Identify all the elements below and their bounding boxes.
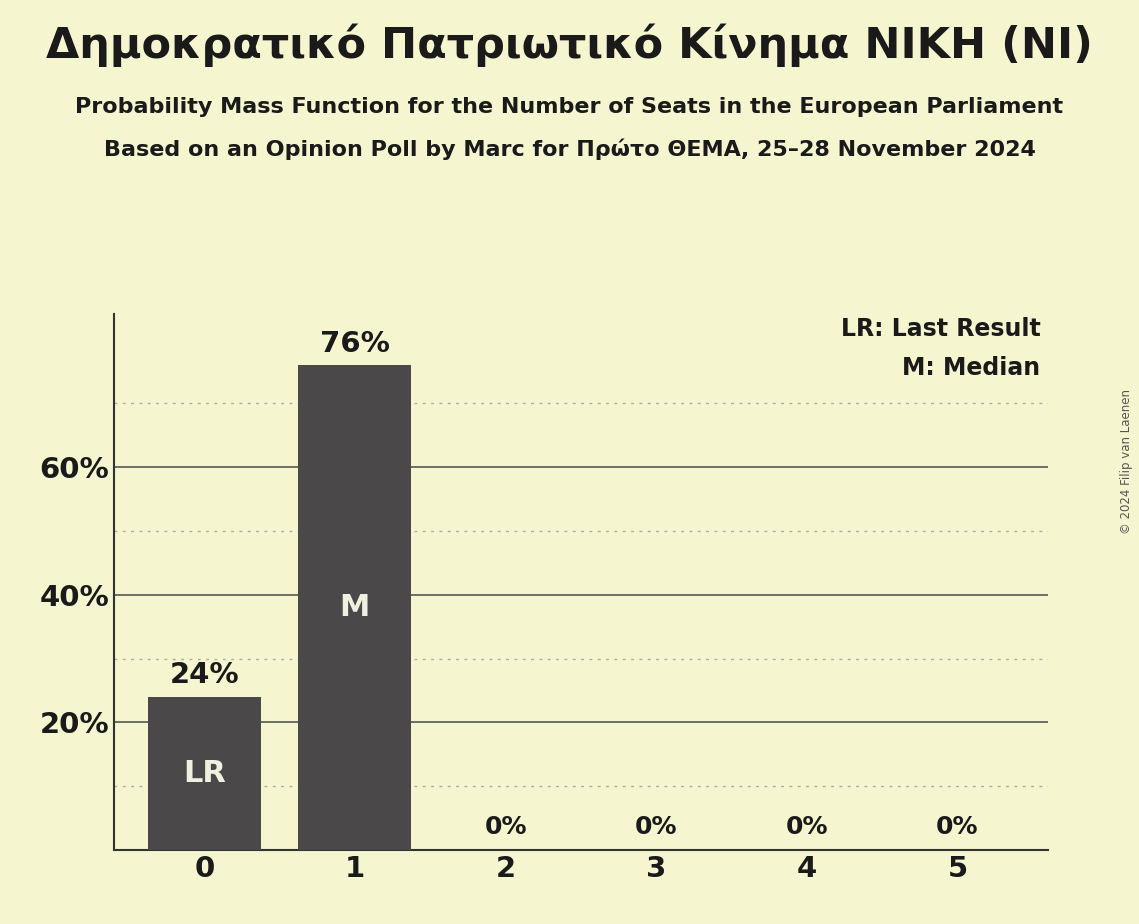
Text: Based on an Opinion Poll by Marc for Πρώτο ΘΕΜΑ, 25–28 November 2024: Based on an Opinion Poll by Marc for Πρώ… [104, 139, 1035, 160]
Text: 0%: 0% [634, 815, 678, 839]
Text: M: Median: M: Median [902, 356, 1040, 380]
Text: 0%: 0% [786, 815, 828, 839]
Text: M: M [339, 593, 370, 622]
Text: LR: LR [183, 759, 226, 788]
Bar [298, 365, 411, 850]
Text: 0%: 0% [484, 815, 527, 839]
Bar [148, 697, 261, 850]
Text: 76%: 76% [320, 330, 390, 358]
Text: LR: Last Result: LR: Last Result [841, 317, 1040, 341]
Text: Probability Mass Function for the Number of Seats in the European Parliament: Probability Mass Function for the Number… [75, 97, 1064, 117]
Text: 0%: 0% [936, 815, 978, 839]
Text: © 2024 Filip van Laenen: © 2024 Filip van Laenen [1121, 390, 1133, 534]
Text: Δημοκρατικό Πατριωτικό Κίνημα ΝΙΚΗ (NI): Δημοκρατικό Πατριωτικό Κίνημα ΝΙΚΗ (NI) [46, 23, 1093, 67]
Text: 24%: 24% [170, 662, 239, 689]
